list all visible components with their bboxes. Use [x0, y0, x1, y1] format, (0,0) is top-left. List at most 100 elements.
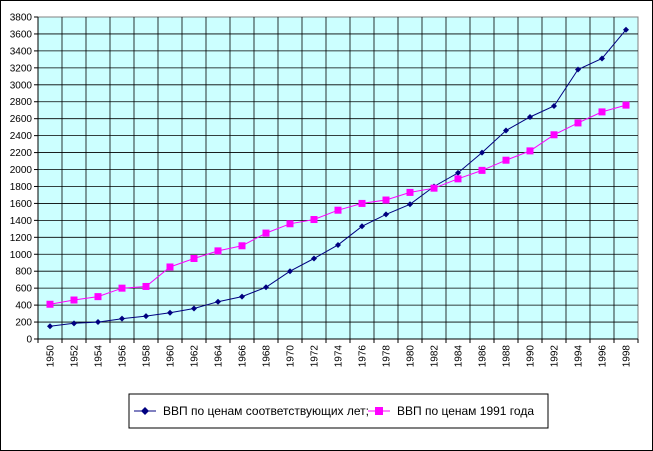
series-1-point [239, 293, 245, 300]
y-tick-label: 1200 [10, 233, 33, 244]
series-2-point [574, 119, 582, 127]
plot-area [37, 16, 639, 340]
series-2-point [142, 282, 150, 290]
series-1-point [503, 127, 509, 134]
x-axis-tick-labels: 1950 1952 1954 1956 1958 1960 1962 1964 1966 1968… [46, 345, 633, 368]
series-1-point [191, 305, 197, 312]
y-tick-label: 800 [15, 267, 32, 278]
x-tick-label: 1990 [526, 345, 537, 368]
legend-label-series-1: ВВП по ценам соответствующих лет; [163, 404, 369, 418]
series-1-point [551, 102, 557, 109]
y-tick-label: 3400 [10, 46, 33, 57]
x-tick-label: 1962 [190, 345, 201, 368]
y-tick-label: 3000 [10, 80, 33, 91]
series-1-point [95, 319, 101, 326]
series-1-point [335, 241, 341, 248]
series-1-point [311, 255, 317, 262]
series-1-point [287, 268, 293, 275]
x-tick-label: 1998 [622, 345, 633, 368]
series-1-point [215, 298, 221, 305]
y-tick-label: 1600 [10, 199, 33, 210]
y-tick-label: 1000 [10, 250, 33, 261]
x-tick-label: 1958 [142, 345, 153, 368]
y-tick-label: 200 [15, 318, 32, 329]
y-tick-label: 2000 [10, 165, 33, 176]
series-2-point [334, 206, 342, 214]
series-1-point [47, 323, 53, 330]
series-2-point [502, 156, 510, 164]
y-tick-label: 400 [15, 301, 32, 312]
series-1-point [119, 315, 125, 322]
legend-box [128, 393, 549, 429]
legend-marker-series-2 [375, 407, 383, 415]
y-tick-label: 1800 [10, 182, 33, 193]
x-tick-label: 1970 [286, 345, 297, 368]
series-2-point [598, 108, 606, 116]
series-1-point [575, 66, 581, 73]
x-tick-label: 1956 [118, 345, 129, 368]
legend-label-series-2: ВВП по ценам 1991 года [397, 404, 534, 418]
grid [38, 17, 638, 339]
y-tick-label: 1400 [10, 216, 33, 227]
series-2-point [94, 293, 102, 301]
y-tick-label: 2400 [10, 131, 33, 142]
y-tick-label: 3800 [10, 13, 33, 24]
x-tick-label: 1996 [598, 345, 609, 368]
x-tick-label: 1952 [70, 345, 81, 368]
x-tick-label: 1966 [238, 345, 249, 368]
series-2-point [46, 300, 54, 308]
axes [34, 16, 639, 343]
x-tick-label: 1992 [550, 345, 561, 368]
x-tick-label: 1972 [310, 345, 321, 368]
x-tick-label: 1974 [334, 345, 345, 368]
y-axis-tick-labels: 0 200 400 600 800 1000 1200 1400 1600 1800 2000 220… [10, 13, 33, 346]
series-2-point [286, 220, 294, 228]
series-layer [46, 26, 630, 330]
series-2-point [550, 131, 558, 139]
y-tick-label: 2600 [10, 114, 33, 125]
y-tick-label: 2800 [10, 97, 33, 108]
series-2-point [454, 175, 462, 183]
series-1-point [479, 149, 485, 156]
series-2-point [382, 196, 390, 204]
y-tick-label: 3600 [10, 29, 33, 40]
series-1-point [383, 211, 389, 218]
series-1-point [263, 284, 269, 291]
series-1-point [359, 223, 365, 230]
series-2-point [190, 255, 198, 262]
x-tick-label: 1986 [478, 345, 489, 368]
legend-marker-series-1 [141, 407, 149, 415]
series-1-point [143, 313, 149, 320]
series-2-point [238, 242, 246, 250]
series-2-point [70, 296, 78, 304]
series-1-point [623, 26, 629, 33]
x-tick-label: 1984 [454, 345, 465, 368]
series-1-point [71, 320, 77, 327]
legend: ВВП по ценам соответствующих лет; ВВП по… [128, 393, 549, 429]
series-2-point [262, 229, 270, 237]
series-2-point [358, 199, 366, 207]
series-2-point [478, 166, 486, 174]
y-tick-label: 600 [15, 284, 32, 295]
series-2-point [166, 263, 174, 271]
series-2-point [214, 247, 222, 255]
y-tick-label: 2200 [10, 148, 33, 159]
x-tick-label: 1960 [166, 345, 177, 368]
series-2-point [622, 101, 630, 109]
x-tick-label: 1978 [382, 345, 393, 368]
series-1-point [455, 169, 461, 176]
x-tick-label: 1964 [214, 345, 225, 368]
series-2-point [310, 216, 318, 224]
series-2-point [118, 284, 126, 292]
x-tick-label: 1994 [574, 345, 585, 368]
x-tick-label: 1968 [262, 345, 273, 368]
series-1-point [599, 55, 605, 62]
series-1-point [527, 113, 533, 120]
x-tick-label: 1950 [46, 345, 57, 368]
series-2-point [526, 147, 534, 155]
series-2-point [406, 188, 414, 196]
series-2-point [430, 184, 438, 192]
series-1-point [167, 309, 173, 316]
series-1-point [407, 201, 413, 208]
